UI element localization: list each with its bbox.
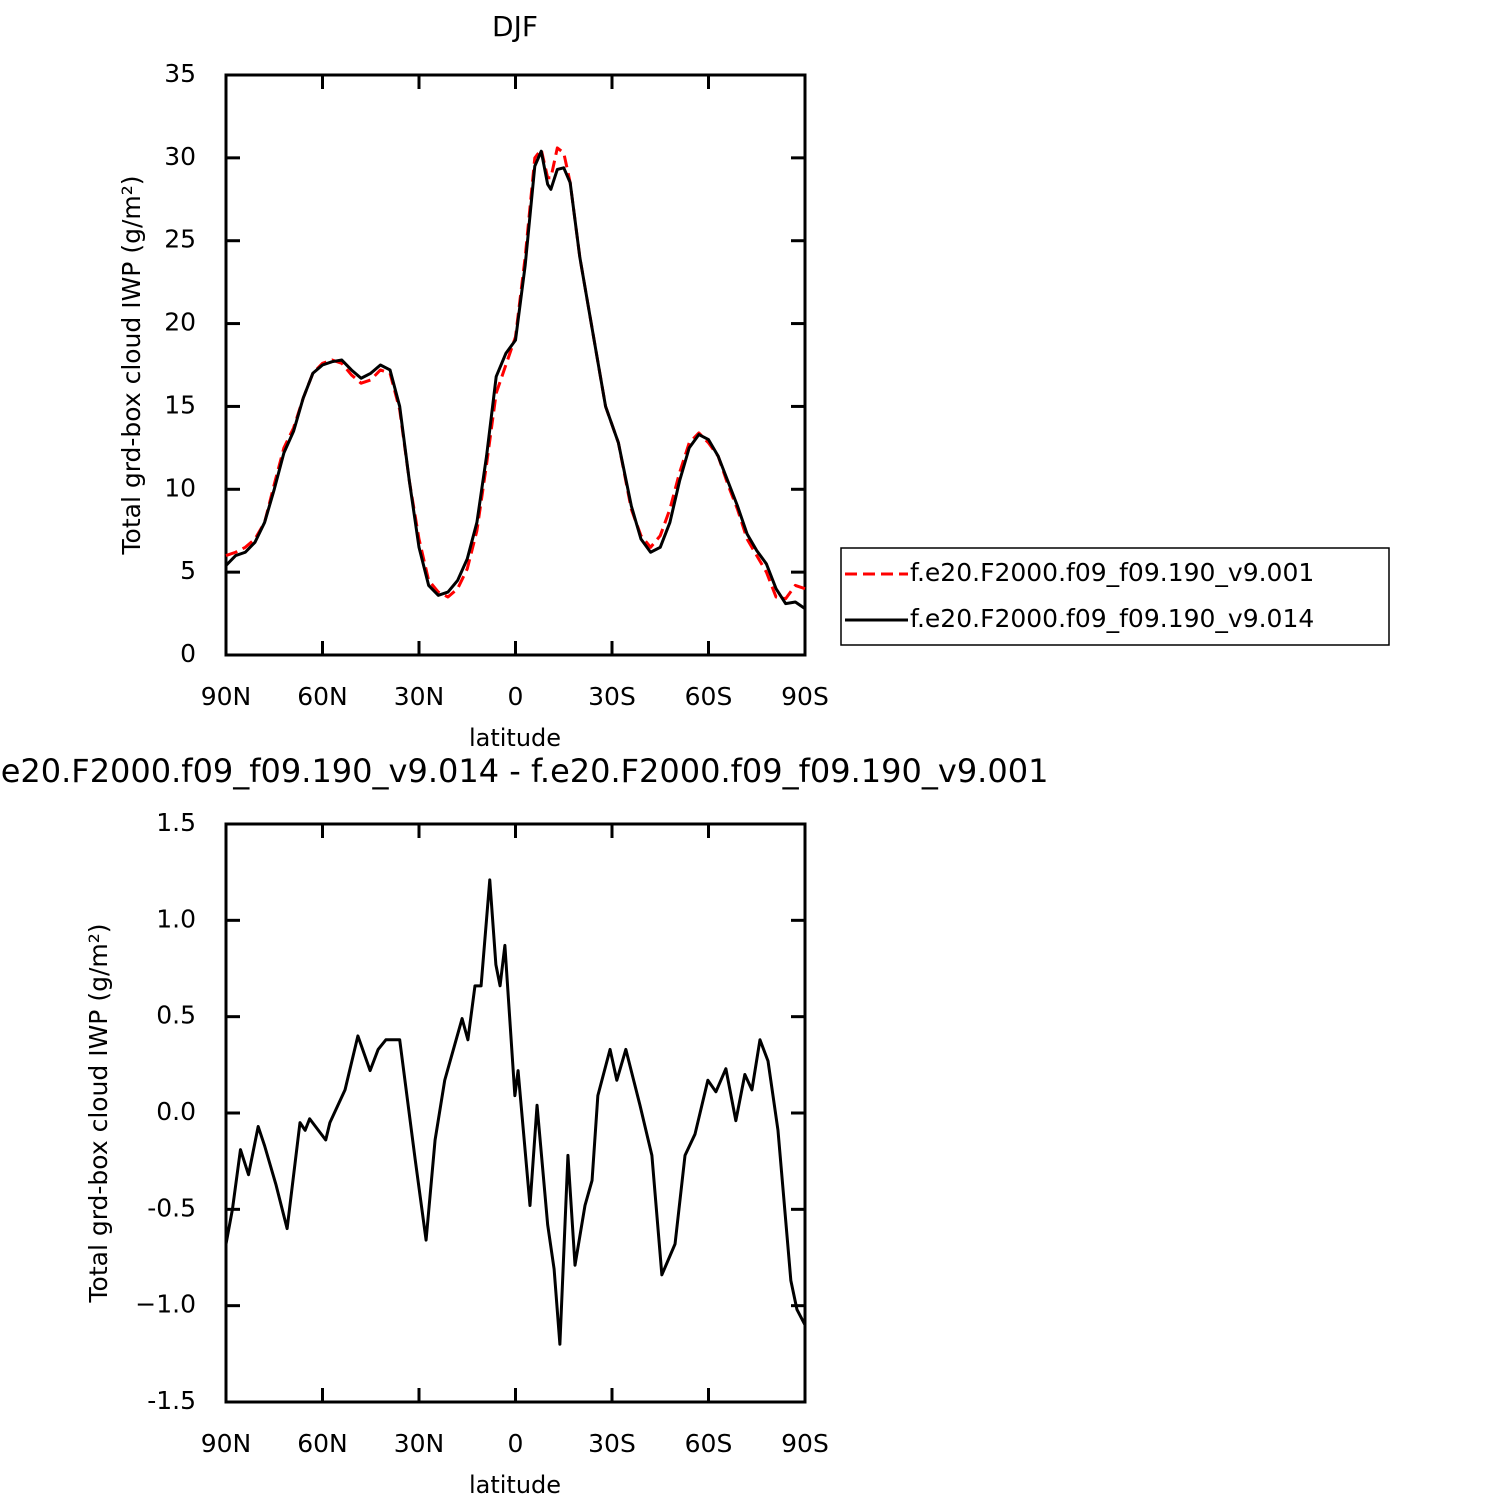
x-tick-label: 90S — [781, 1429, 829, 1458]
x-tick-label: 60S — [685, 682, 733, 711]
x-tick-label: 0 — [508, 682, 524, 711]
y-tick-label: 1.5 — [156, 808, 196, 837]
y-tick-label: −1.0 — [135, 1290, 196, 1319]
y-tick-label: 30 — [164, 142, 196, 171]
x-tick-label: 60N — [297, 1429, 348, 1458]
x-axis-label: latitude — [469, 1471, 561, 1499]
x-tick-label: 30N — [394, 1429, 445, 1458]
x-tick-label: 60N — [297, 682, 348, 711]
y-tick-label: 20 — [164, 308, 196, 337]
y-tick-label: 15 — [164, 390, 196, 419]
legend-label: f.e20.F2000.f09_f09.190_v9.001 — [910, 558, 1314, 587]
x-tick-label: 30S — [588, 1429, 636, 1458]
x-tick-label: 90S — [781, 682, 829, 711]
plot-frame — [224, 822, 807, 1404]
y-tick-label: 0 — [180, 639, 196, 668]
x-tick-label: 0 — [508, 1429, 524, 1458]
chart-title: f.e20.F2000.f09_f09.190_v9.014 - f.e20.F… — [0, 752, 1048, 790]
legend-label: f.e20.F2000.f09_f09.190_v9.014 — [910, 604, 1314, 633]
x-tick-label: 60S — [685, 1429, 733, 1458]
chart-title: DJF — [492, 10, 538, 43]
x-tick-label: 90N — [201, 682, 252, 711]
plot-frame — [224, 73, 807, 657]
y-tick-label: 1.0 — [156, 904, 196, 933]
data-line — [224, 878, 807, 1346]
data-line — [224, 149, 806, 610]
y-axis-label: Total grd-box cloud IWP (g/m²) — [117, 175, 146, 555]
y-tick-label: -0.5 — [147, 1193, 196, 1222]
x-tick-label: 30S — [588, 682, 636, 711]
legend-box — [840, 547, 1390, 646]
y-tick-label: 25 — [164, 225, 196, 254]
x-tick-label: 90N — [201, 1429, 252, 1458]
x-tick-label: 30N — [394, 682, 445, 711]
y-tick-label: -1.5 — [147, 1386, 196, 1415]
y-axis-label: Total grd-box cloud IWP (g/m²) — [84, 923, 113, 1303]
y-tick-label: 5 — [180, 556, 196, 585]
y-tick-label: 35 — [164, 59, 196, 88]
y-tick-label: 0.0 — [156, 1097, 196, 1126]
y-tick-label: 10 — [164, 473, 196, 502]
x-axis-label: latitude — [469, 724, 561, 752]
y-tick-label: 0.5 — [156, 1001, 196, 1030]
